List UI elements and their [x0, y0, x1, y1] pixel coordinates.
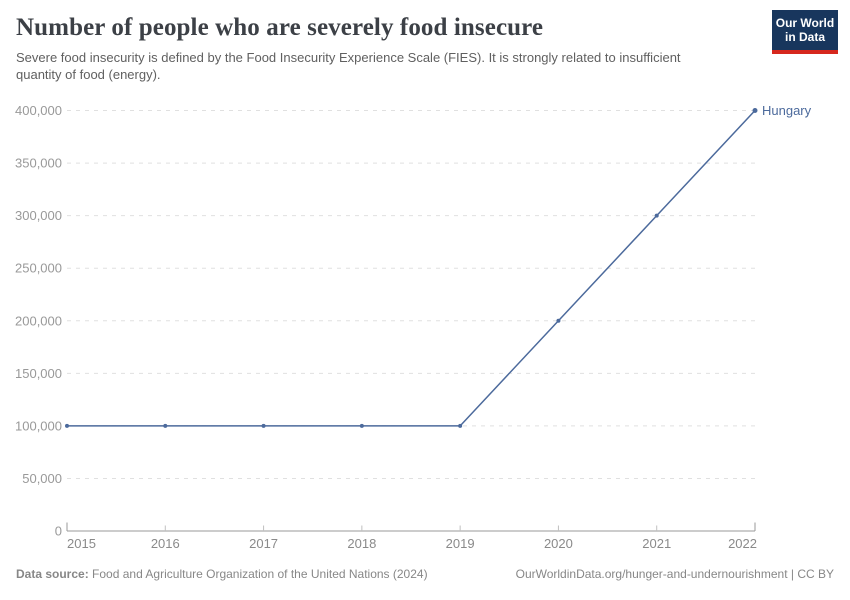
chart-header: Number of people who are severely food i…: [16, 14, 755, 83]
x-tick-label: 2018: [347, 536, 376, 551]
y-tick-label: 400,000: [15, 103, 62, 118]
chart-footer: Data source: Food and Agriculture Organi…: [16, 567, 834, 581]
x-tick-label: 2016: [151, 536, 180, 551]
data-point[interactable]: [654, 213, 659, 218]
y-tick-label: 300,000: [15, 208, 62, 223]
data-point[interactable]: [163, 423, 168, 428]
owid-logo: Our World in Data: [772, 10, 838, 54]
data-source-text: Food and Agriculture Organization of the…: [92, 567, 428, 581]
data-point[interactable]: [261, 423, 266, 428]
y-tick-label: 250,000: [15, 261, 62, 276]
data-point[interactable]: [359, 423, 364, 428]
data-source: Data source: Food and Agriculture Organi…: [16, 567, 428, 581]
y-tick-label: 50,000: [22, 471, 62, 486]
owid-logo-line2: in Data: [784, 30, 825, 44]
y-tick-label: 350,000: [15, 156, 62, 171]
y-tick-label: 200,000: [15, 313, 62, 328]
series-end-label: Hungary: [762, 103, 812, 118]
owid-logo-line1: Our World: [775, 16, 835, 30]
x-tick-label: 2019: [446, 536, 475, 551]
y-tick-label: 100,000: [15, 418, 62, 433]
data-point[interactable]: [65, 423, 69, 428]
page-title: Number of people who are severely food i…: [16, 14, 544, 41]
x-tick-label: 2022: [728, 536, 757, 551]
y-tick-label: 150,000: [15, 366, 62, 381]
x-tick-label: 2020: [544, 536, 573, 551]
x-tick-label: 2015: [67, 536, 96, 551]
attribution-link[interactable]: OurWorldinData.org/hunger-and-undernouri…: [515, 567, 834, 581]
data-line[interactable]: [67, 109, 756, 427]
data-point[interactable]: [556, 318, 561, 323]
data-point[interactable]: [752, 108, 758, 113]
data-point[interactable]: [458, 423, 463, 428]
chart-subtitle: Severe food insecurity is defined by the…: [16, 50, 681, 82]
y-tick-label: 0: [55, 524, 62, 539]
x-tick-label: 2021: [642, 536, 671, 551]
x-tick-label: 2017: [249, 536, 278, 551]
data-source-label: Data source:: [16, 567, 89, 581]
